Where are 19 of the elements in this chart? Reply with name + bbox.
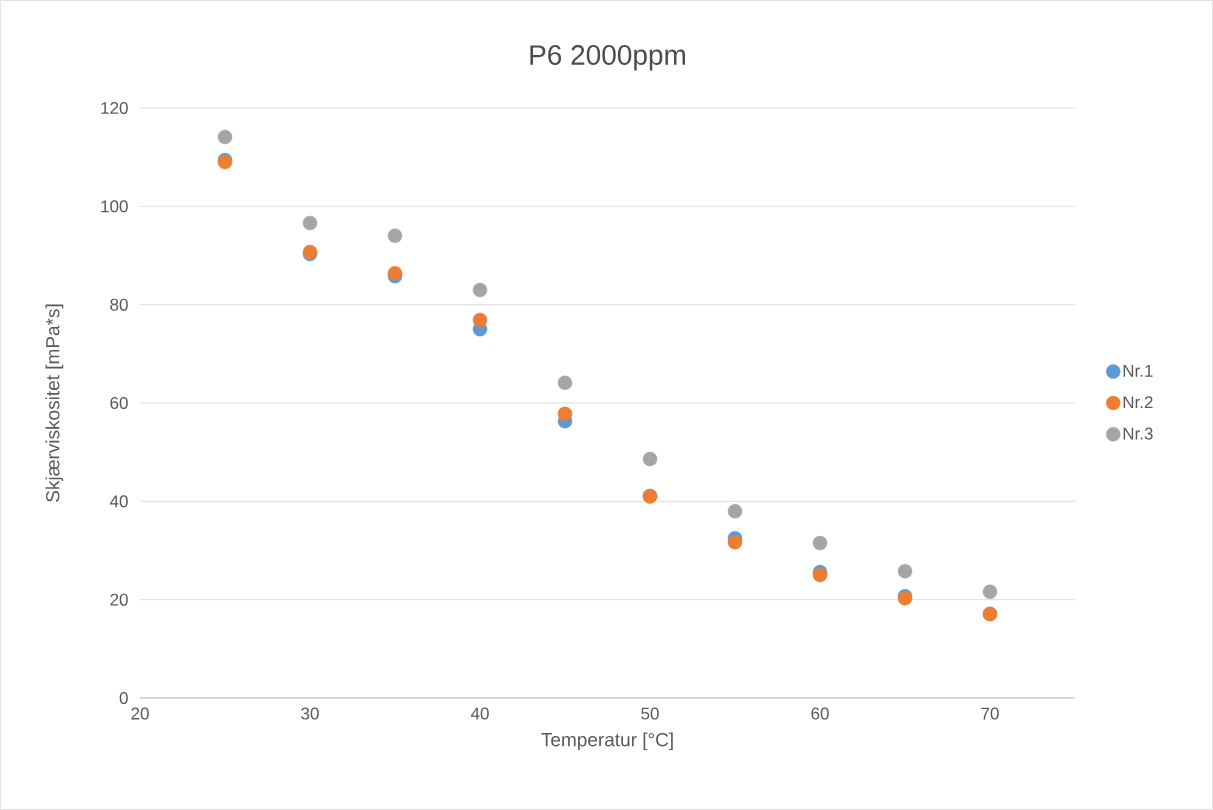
y-tick-label: 80 [110, 298, 128, 311]
y-tick-label: 40 [109, 495, 128, 508]
x-tick-label: 60 [811, 707, 829, 720]
x-tick-label: 30 [301, 707, 319, 720]
x-tick-label: 20 [131, 707, 149, 720]
x-tick-label: 70 [981, 707, 999, 720]
legend-label: Nr.2 [1123, 396, 1153, 409]
y-axis-title: Skjærviskositet [mPa*s] [45, 304, 64, 502]
y-tick-label: 60 [110, 396, 128, 410]
y-tick-label: 20 [110, 593, 128, 606]
y-tick-label: 0 [119, 691, 128, 705]
y-tick-label: 120 [101, 101, 128, 115]
chart-title: P6 2000ppm [530, 45, 685, 71]
legend-label: Nr.1 [1123, 365, 1153, 377]
x-tick-label: 40 [470, 707, 489, 720]
x-axis-title: Temperatur [°C] [541, 732, 673, 751]
legend-label: Nr.3 [1123, 427, 1153, 440]
x-tick-label: 50 [641, 707, 659, 720]
y-tick-label: 100 [101, 200, 128, 213]
